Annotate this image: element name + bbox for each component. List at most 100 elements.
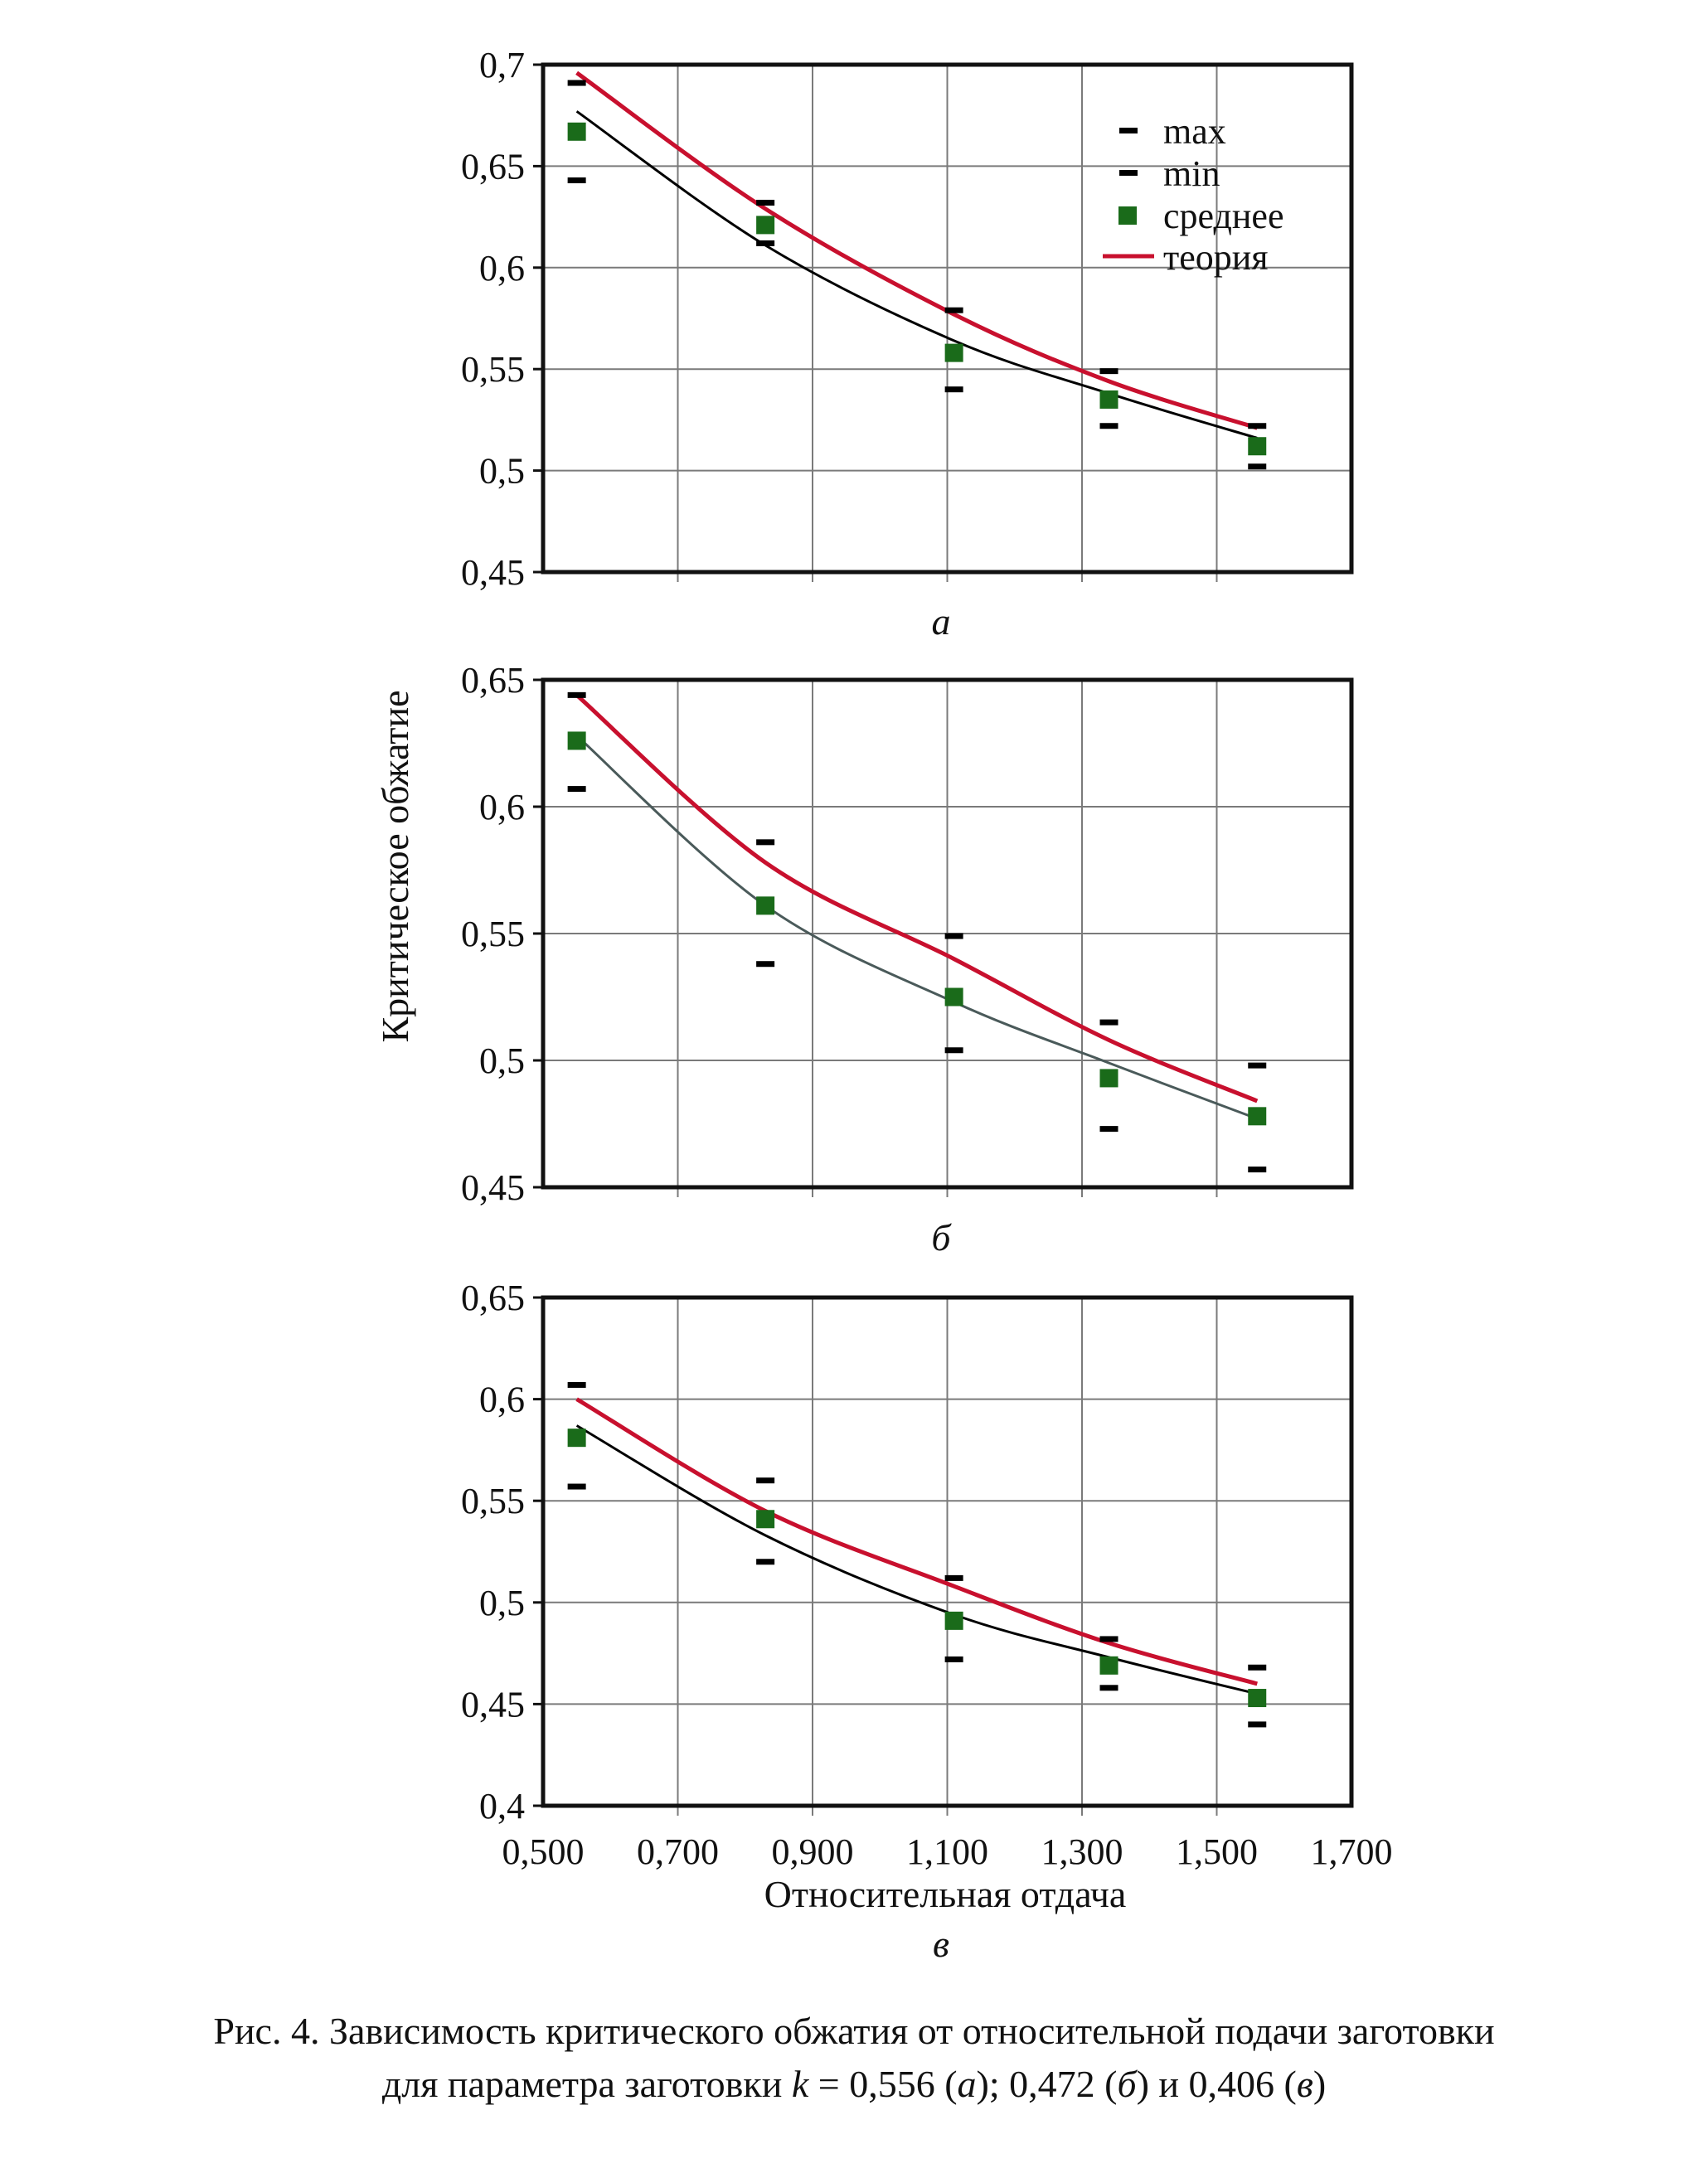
caption-mid2: ) и 0,406 ( <box>1136 2063 1297 2105</box>
y-axis-label: Критическое обжатие <box>374 690 416 1042</box>
mean-marker <box>1099 390 1118 409</box>
mean-marker <box>944 987 963 1007</box>
min-marker <box>1099 1126 1118 1133</box>
caption-ref-c: в <box>1296 2063 1313 2105</box>
y-tick-label: 0,65 <box>461 660 525 701</box>
max-marker <box>944 1574 963 1581</box>
legend-theory-label: теория <box>1163 237 1269 278</box>
plot-frame <box>541 1295 1354 1808</box>
max-marker <box>1248 1664 1267 1671</box>
max-marker <box>756 839 775 846</box>
legend-min-marker <box>1119 170 1138 176</box>
y-tick-label: 0,65 <box>461 146 525 187</box>
mean-marker <box>756 1510 775 1529</box>
chart-panel-a: 0,45 0,5 0,55 0,6 0,65 0,7 <box>461 45 1354 593</box>
mean-marker <box>1099 1656 1118 1675</box>
y-tick-label: 0,6 <box>479 248 525 289</box>
max-marker <box>944 933 963 939</box>
caption-end: ) <box>1313 2063 1327 2105</box>
min-marker <box>944 386 963 393</box>
caption-line-1: Рис. 4. Зависимость критического обжатия… <box>213 2010 1495 2052</box>
min-marker <box>1099 423 1118 429</box>
max-marker <box>1248 423 1267 429</box>
min-marker <box>567 177 586 184</box>
trend-curve <box>575 1424 1258 1695</box>
max-marker <box>567 80 586 86</box>
y-tick-label: 0,7 <box>479 45 525 85</box>
max-marker <box>756 199 775 206</box>
mean-marker <box>1099 1069 1118 1088</box>
x-tick-label: 0,900 <box>772 1831 854 1872</box>
max-marker <box>756 1477 775 1484</box>
chart-panel-c: 0,4 0,45 0,5 0,55 0,6 0,65 0,500 0,700 0,900 1,10… <box>461 1278 1393 1872</box>
trend-curve <box>575 110 1258 439</box>
mean-marker <box>567 122 586 141</box>
caption-mid1: ); 0,472 ( <box>976 2063 1118 2105</box>
mean-marker <box>756 216 775 235</box>
min-marker <box>1248 1721 1267 1728</box>
legend-mean-label: среднее <box>1163 196 1283 236</box>
caption-line-2: для параметра заготовки k = 0,556 (а); 0… <box>0 2058 1708 2111</box>
min-marker <box>944 1656 963 1662</box>
y-tick-label: 0,5 <box>479 451 525 492</box>
chart-panel-b: 0,45 0,5 0,55 0,6 0,65 <box>461 660 1354 1208</box>
max-marker <box>944 307 963 313</box>
min-marker <box>756 240 775 246</box>
caption-prefix: для параметра заготовки <box>381 2063 783 2105</box>
x-axis-label: Относительная отдача <box>764 1873 1127 1915</box>
subfigure-label-b: б <box>931 1216 952 1259</box>
caption-k-eq: = 0,556 ( <box>808 2063 958 2105</box>
x-tick-label: 0,700 <box>637 1831 719 1872</box>
caption-ref-a: а <box>957 2063 977 2105</box>
mean-marker <box>756 896 775 915</box>
y-tick-label: 0,45 <box>461 1684 525 1724</box>
min-marker <box>567 786 586 793</box>
min-marker <box>1248 1167 1267 1173</box>
caption-ref-b: б <box>1117 2063 1137 2105</box>
max-marker <box>1099 368 1118 375</box>
y-tick-label: 0,6 <box>479 1380 525 1420</box>
mean-marker <box>1248 1689 1267 1708</box>
min-marker <box>567 1483 586 1490</box>
theory-curve <box>575 70 1259 430</box>
mean-marker <box>567 1429 586 1448</box>
y-tick-label: 0,5 <box>479 1583 525 1623</box>
y-tick-label: 0,55 <box>461 349 525 390</box>
y-tick-label: 0,65 <box>461 1278 525 1318</box>
legend: max min среднее теория <box>1103 111 1283 278</box>
y-tick-label: 0,55 <box>461 1481 525 1521</box>
x-tick-label: 0,500 <box>502 1831 585 1872</box>
max-marker <box>1099 1636 1118 1642</box>
mean-marker <box>1248 437 1267 456</box>
min-marker <box>944 1047 963 1054</box>
y-tick-label: 0,45 <box>461 552 525 593</box>
y-tick-label: 0,4 <box>479 1786 525 1826</box>
max-marker <box>1248 1062 1267 1069</box>
max-marker <box>1099 1019 1118 1026</box>
y-tick-label: 0,5 <box>479 1040 525 1081</box>
y-tick-label: 0,45 <box>461 1167 525 1208</box>
x-tick-label: 1,300 <box>1041 1831 1123 1872</box>
subfigure-label-c: в <box>933 1923 949 1965</box>
min-marker <box>1248 463 1267 470</box>
y-tick-label: 0,6 <box>479 787 525 827</box>
theory-curve <box>575 693 1259 1104</box>
plot-frame <box>541 62 1354 575</box>
plot-frame <box>541 677 1354 1190</box>
legend-mean-marker <box>1118 206 1137 225</box>
figure-caption: Рис. 4. Зависимость критического обжатия… <box>0 2005 1708 2111</box>
min-marker <box>756 961 775 968</box>
theory-curve <box>575 1397 1258 1686</box>
max-marker <box>567 691 586 698</box>
min-marker <box>756 1559 775 1565</box>
x-tick-label: 1,500 <box>1176 1831 1258 1872</box>
trend-curve <box>575 735 1258 1120</box>
caption-k-symbol: k <box>791 2063 809 2105</box>
mean-marker <box>944 1611 963 1630</box>
x-tick-label: 1,100 <box>906 1831 988 1872</box>
legend-max-label: max <box>1163 111 1226 152</box>
max-marker <box>567 1381 586 1388</box>
mean-marker <box>567 731 586 750</box>
mean-marker <box>1248 1107 1267 1126</box>
